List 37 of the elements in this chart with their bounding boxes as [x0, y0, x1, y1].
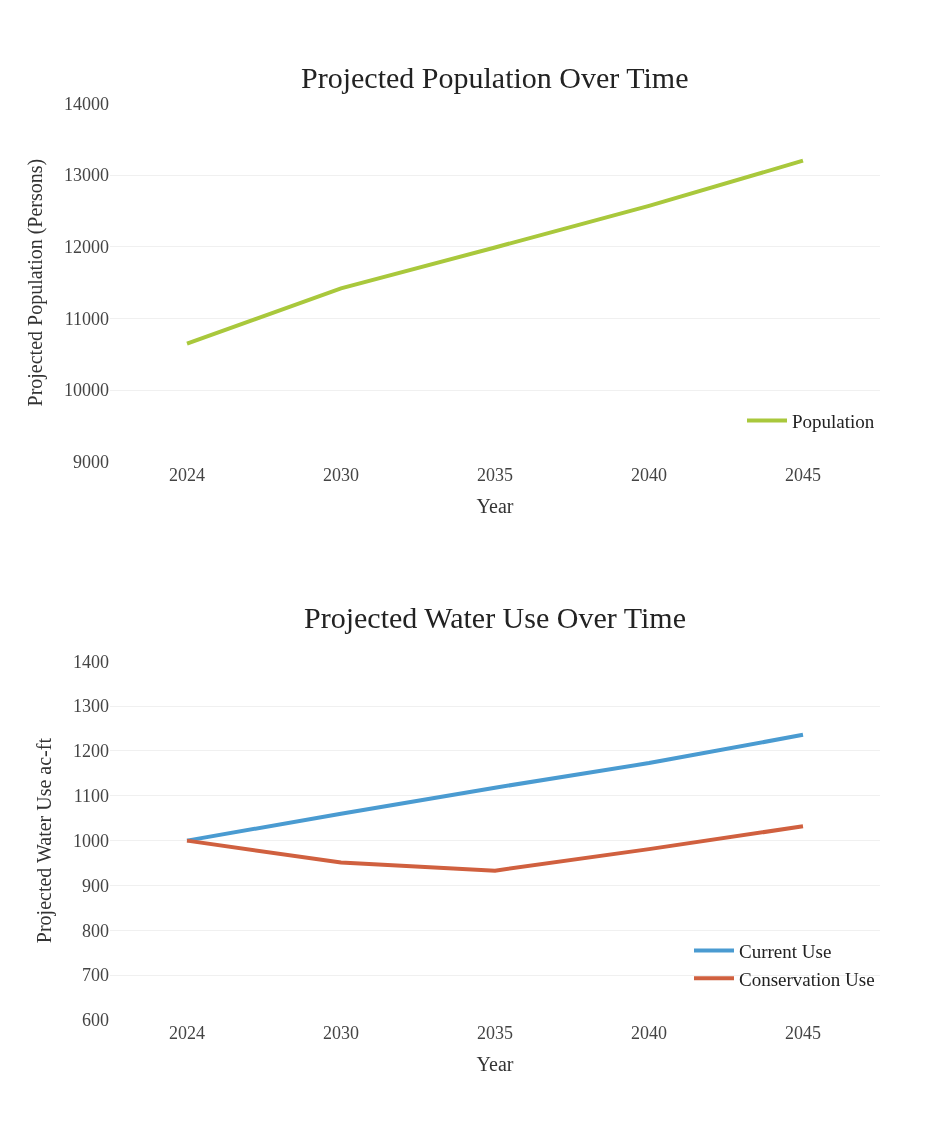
x-tick-label: 2040 [631, 464, 667, 485]
chart-title: Projected Population Over Time [301, 61, 689, 94]
x-tick-label: 2030 [323, 1022, 359, 1043]
x-tick-label: 2030 [323, 464, 359, 485]
x-tick-label: 2024 [169, 464, 205, 485]
y-tick-label: 700 [82, 965, 109, 986]
y-tick-label: 10000 [64, 380, 109, 401]
line-series [185, 732, 805, 843]
y-tick-label: 1400 [73, 651, 109, 672]
y-tick-label: 600 [82, 1010, 109, 1031]
legend-label: Current Use [739, 940, 832, 962]
y-tick-label: 1000 [73, 830, 109, 851]
y-tick-label: 800 [82, 920, 109, 941]
line-series [185, 824, 805, 873]
legend-label: Population [792, 410, 875, 432]
x-tick-label: 2035 [477, 1022, 513, 1043]
x-axis-title: Year [476, 495, 514, 518]
x-tick-label: 2035 [477, 464, 513, 485]
y-tick-label: 12000 [64, 237, 109, 258]
y-tick-label: 11000 [64, 308, 109, 329]
x-tick-label: 2040 [631, 1022, 667, 1043]
chart-title: Projected Water Use Over Time [304, 601, 686, 634]
y-tick-label: 1300 [73, 696, 109, 717]
y-axis-title: Projected Water Use ac-ft [33, 737, 57, 944]
x-axis-title: Year [476, 1053, 514, 1076]
y-axis-title: Projected Population (Persons) [24, 158, 48, 407]
legend-label: Conservation Use [739, 968, 875, 990]
x-tick-label: 2024 [169, 1022, 205, 1043]
y-tick-label: 14000 [64, 93, 109, 114]
y-tick-label: 1200 [73, 741, 109, 762]
line-series [185, 158, 805, 346]
y-tick-label: 9000 [73, 452, 109, 473]
y-tick-label: 1100 [73, 786, 109, 807]
y-tick-label: 13000 [64, 165, 109, 186]
y-tick-label: 900 [82, 875, 109, 896]
x-tick-label: 2045 [785, 1022, 821, 1043]
x-tick-label: 2045 [785, 464, 821, 485]
